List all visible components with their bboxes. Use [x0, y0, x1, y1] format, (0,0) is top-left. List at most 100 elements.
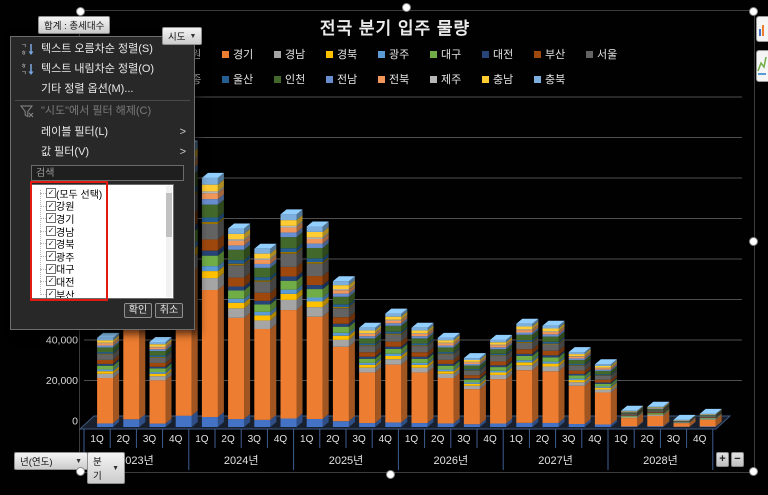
checkbox-checked-icon[interactable]: ✓: [46, 188, 56, 199]
legend-label: 경남: [285, 49, 306, 61]
menu-item-more-sort-options[interactable]: 기타 정렬 옵션(M)...: [41, 83, 134, 95]
year-label: 2026년: [434, 454, 469, 467]
bar-segment-side: [113, 340, 120, 348]
selection-handle[interactable]: [76, 467, 85, 476]
selection-handle[interactable]: [386, 470, 395, 479]
bar-segment-side: [244, 228, 251, 240]
bar-segment: [306, 307, 323, 317]
chart-filters-flyout-button[interactable]: [756, 50, 768, 82]
selection-handle[interactable]: [76, 7, 85, 16]
collapse-field-button[interactable]: −: [731, 452, 744, 467]
bar-segment: [254, 320, 271, 329]
selection-handle[interactable]: [402, 3, 411, 12]
bar-segment: [437, 365, 454, 370]
bar-segment-side: [217, 234, 224, 251]
cancel-button[interactable]: 취소: [155, 303, 183, 318]
bar-segment-side: [558, 329, 565, 337]
bar-segment: [228, 265, 245, 278]
chart-elements-flyout-button[interactable]: [756, 16, 768, 42]
bar-segment-side: [479, 377, 486, 384]
bar-segment-side: [715, 412, 722, 418]
bar-segment-side: [217, 179, 224, 192]
filter-checkbox-item[interactable]: ✓ 강원: [32, 200, 165, 213]
bar-segment: [699, 419, 716, 420]
bar-segment-side: [244, 293, 251, 303]
filter-checkbox-item[interactable]: ✓ 대구: [32, 263, 165, 276]
ok-button[interactable]: 확인: [124, 303, 152, 318]
menu-item-clear-filter[interactable]: "시도"에서 필터 해제(C): [11, 101, 194, 121]
quarter-label: 1Q: [405, 434, 419, 445]
value-field-button[interactable]: 합계 : 총세대수: [38, 16, 111, 34]
bar-segment: [516, 332, 533, 335]
tree-guide-stub: [40, 230, 46, 232]
bar-segment-side: [113, 349, 120, 360]
checkbox-checked-icon[interactable]: ✓: [46, 276, 56, 287]
checkbox-checked-icon[interactable]: ✓: [46, 213, 56, 224]
bar-segment-side: [506, 348, 513, 356]
legend-label: 경북: [337, 49, 358, 61]
selection-handle[interactable]: [749, 7, 758, 16]
selection-handle[interactable]: [749, 237, 758, 246]
bar-segment-side: [637, 406, 644, 412]
bar-segment-side: [244, 223, 251, 234]
bar-segment-side: [689, 416, 696, 422]
legend-swatch-icon: [378, 75, 385, 83]
menu-item-label-filter[interactable]: 레이블 필터(L) >: [11, 122, 194, 142]
filter-checkbox-item[interactable]: ✓ (모두 선택): [32, 187, 165, 201]
bar-segment-side: [453, 342, 460, 353]
bar-segment-side: [427, 351, 434, 359]
filter-checkbox-item[interactable]: ✓ 경북: [32, 237, 165, 251]
bar-segment: [490, 345, 507, 348]
bar-segment-side: [506, 344, 513, 354]
filter-checkbox-item[interactable]: ✓ 부산: [32, 288, 165, 299]
bar-segment-side: [375, 340, 382, 347]
quarter-axis-field-button[interactable]: 분기 ▼: [87, 452, 125, 484]
filter-checkbox-item[interactable]: ✓ 광주: [32, 250, 165, 264]
bar-segment: [201, 204, 218, 218]
bar-segment-side: [217, 212, 224, 223]
expand-field-button[interactable]: +: [716, 452, 729, 467]
checkbox-checked-icon[interactable]: ✓: [46, 289, 56, 299]
bar-segment: [411, 336, 428, 339]
bar-segment: [542, 344, 559, 351]
bar-segment-side: [663, 403, 670, 409]
bar-segment-side: [401, 341, 408, 349]
checkbox-checked-icon[interactable]: ✓: [46, 200, 56, 211]
filter-search-input[interactable]: [31, 165, 184, 181]
bar-segment: [437, 353, 454, 355]
scrollbar-thumb[interactable]: [166, 193, 172, 237]
list-scrollbar[interactable]: [166, 186, 172, 297]
bar-segment: [254, 258, 271, 260]
year-axis-field-button[interactable]: 년(연도) ▼: [14, 452, 88, 470]
bar-segment-side: [532, 357, 539, 366]
bar-segment: [97, 340, 114, 343]
checkbox-checked-icon[interactable]: ✓: [46, 238, 56, 249]
menu-item-value-filter[interactable]: 값 필터(V) >: [11, 142, 194, 162]
bar-segment: [490, 365, 507, 368]
bar-segment-side: [637, 410, 644, 416]
bar-segment-side: [348, 318, 355, 327]
checkbox-checked-icon[interactable]: ✓: [46, 263, 56, 274]
year-label: 2024년: [224, 454, 259, 467]
filter-checkbox-list[interactable]: ✓ (모두 선택) ✓ 강원 ✓ 경기 ✓ 경남 ✓ 경북 ✓ 광주 ✓ 대구 ✓ 대전 ✓ 부산: [31, 184, 174, 299]
filter-checkbox-item[interactable]: ✓ 경남: [32, 225, 165, 239]
checkbox-checked-icon[interactable]: ✓: [46, 251, 56, 262]
bar-segment-side: [217, 217, 224, 225]
legend-item: 전남: [326, 71, 378, 87]
checkbox-checked-icon[interactable]: ✓: [46, 226, 56, 237]
filter-checkbox-item[interactable]: ✓ 대전: [32, 275, 165, 289]
bar-segment: [332, 323, 349, 327]
selection-handle[interactable]: [749, 467, 758, 476]
bar-segment: [97, 353, 114, 355]
bar-segment-side: [270, 254, 277, 264]
bar-segment: [332, 332, 349, 336]
quarter-label: 2Q: [221, 434, 235, 445]
sido-filter-field-button[interactable]: 시도 ▼: [162, 27, 203, 45]
bar-segment: [359, 362, 376, 365]
bar-segment: [594, 364, 611, 366]
bar-segment: [516, 340, 533, 343]
bar-segment-side: [532, 327, 539, 335]
filter-checkbox-item[interactable]: ✓ 경기: [32, 212, 165, 226]
